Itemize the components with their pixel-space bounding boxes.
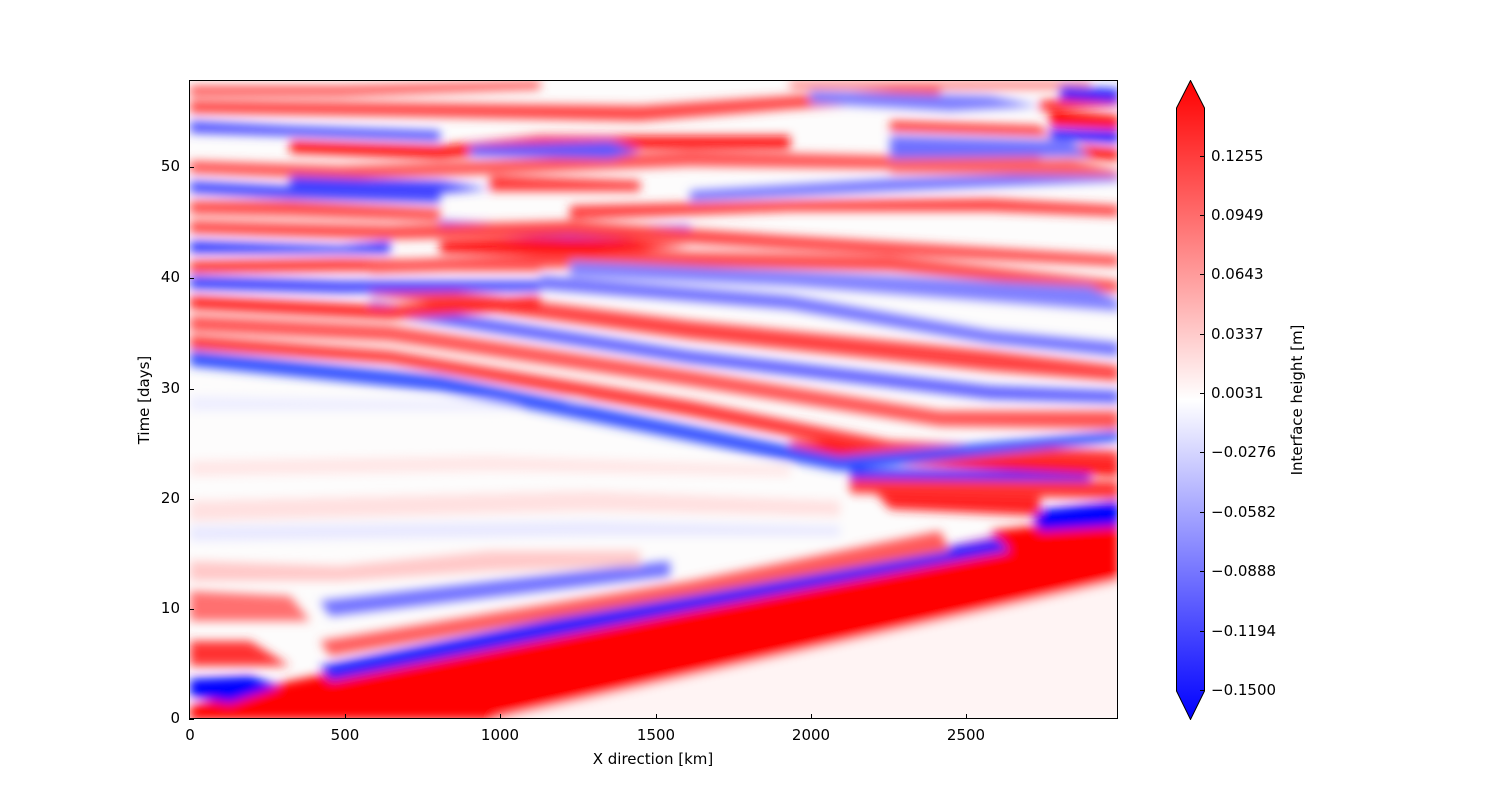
colorbar-tick <box>1200 215 1205 216</box>
x-tick-label: 1500 <box>636 726 676 744</box>
x-axis-title: X direction [km] <box>592 750 714 768</box>
colorbar-title: Interface height [m] <box>1288 324 1306 476</box>
colorbar-tick-label: 0.0337 <box>1211 325 1264 343</box>
x-tick-label: 2000 <box>791 726 831 744</box>
colorbar <box>1176 79 1205 721</box>
x-tick-mark <box>345 714 346 719</box>
y-tick-mark <box>189 278 194 279</box>
y-tick-label: 40 <box>160 268 180 286</box>
colorbar-gradient <box>1176 79 1205 721</box>
colorbar-tick <box>1200 690 1205 691</box>
y-axis-title: Time [days] <box>135 355 153 445</box>
y-tick-label: 0 <box>170 709 180 727</box>
colorbar-tick-label: −0.0276 <box>1211 443 1277 461</box>
x-tick-label: 2500 <box>946 726 986 744</box>
colorbar-tick-label: 0.1255 <box>1211 147 1264 165</box>
colorbar-tick-label: −0.1500 <box>1211 681 1277 699</box>
colorbar-tick-label: −0.0888 <box>1211 562 1277 580</box>
colorbar-tick <box>1200 274 1205 275</box>
x-tick-mark <box>189 714 190 719</box>
x-tick-label: 1000 <box>480 726 520 744</box>
x-tick-label: 500 <box>330 726 360 744</box>
colorbar-tick <box>1200 393 1205 394</box>
colorbar-tick <box>1200 571 1205 572</box>
colorbar-tick <box>1200 512 1205 513</box>
y-tick-label: 20 <box>160 489 180 507</box>
y-tick-mark <box>189 719 194 720</box>
colorbar-tick-label: 0.0949 <box>1211 206 1264 224</box>
y-tick-label: 30 <box>160 379 180 397</box>
colorbar-tick <box>1200 452 1205 453</box>
y-tick-mark <box>189 609 194 610</box>
x-tick-mark <box>500 714 501 719</box>
colorbar-tick <box>1200 334 1205 335</box>
colorbar-tick <box>1200 631 1205 632</box>
x-tick-mark <box>811 714 812 719</box>
colorbar-tick-label: −0.1194 <box>1211 622 1277 640</box>
heatmap-plot-area <box>189 80 1118 719</box>
y-tick-label: 50 <box>160 157 180 175</box>
x-tick-label: 0 <box>185 726 195 744</box>
colorbar-tick <box>1200 156 1205 157</box>
y-tick-mark <box>189 167 194 168</box>
y-tick-mark <box>189 389 194 390</box>
x-tick-mark <box>966 714 967 719</box>
colorbar-tick-label: 0.0031 <box>1211 384 1264 402</box>
x-tick-mark <box>656 714 657 719</box>
colorbar-tick-label: 0.0643 <box>1211 265 1264 283</box>
heatmap-image <box>190 81 1117 718</box>
y-tick-label: 10 <box>160 599 180 617</box>
colorbar-tick-label: −0.0582 <box>1211 503 1277 521</box>
y-tick-mark <box>189 499 194 500</box>
